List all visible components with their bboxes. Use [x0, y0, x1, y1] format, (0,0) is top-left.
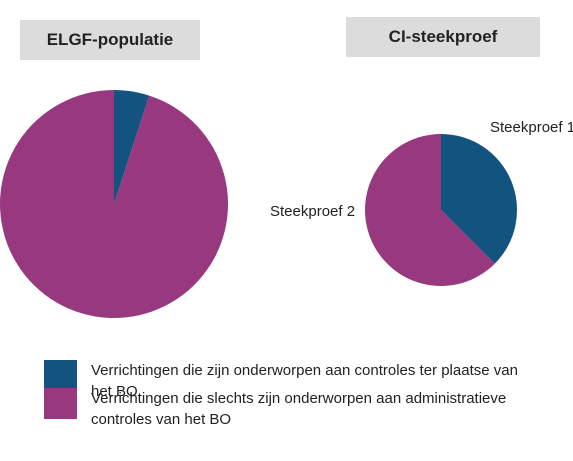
chart-title-elgf: ELGF-populatie — [20, 20, 200, 60]
pie-ci — [364, 134, 517, 286]
pie-ci-slice-2 — [364, 134, 495, 286]
chart-title-ci: CI-steekproef — [346, 17, 540, 57]
pie-elgf-slice-1 — [114, 90, 150, 204]
legend-label: Verrichtingen die zijn onderworpen aan c… — [91, 362, 518, 400]
slice-label-steekproef-2: Steekproef 2 — [270, 203, 355, 220]
pie-elgf-slice-2 — [0, 90, 228, 318]
legend-item-administratief: Verrichtingen die slechts zijn onderworp… — [44, 388, 531, 430]
legend-item-ter-plaatse: Verrichtingen die zijn onderworpen aan c… — [44, 360, 531, 402]
legend-swatch-purple — [44, 388, 77, 419]
legend-label: Verrichtingen die slechts zijn onderworp… — [91, 390, 507, 428]
pie-ci-slice-1 — [441, 134, 517, 264]
pie-elgf — [0, 90, 228, 318]
slice-label-steekproef-1: Steekproef 1 — [490, 119, 573, 136]
legend-swatch-blue — [44, 360, 77, 391]
